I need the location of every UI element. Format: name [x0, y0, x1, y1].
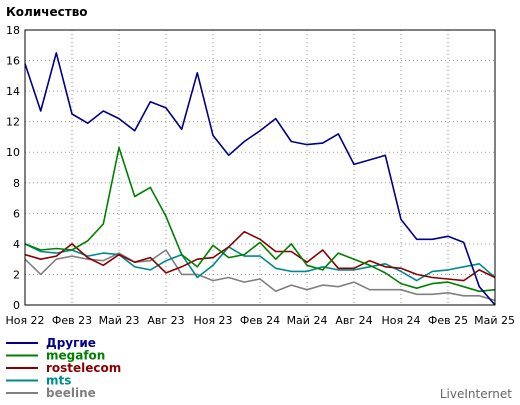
- grid-lines: [25, 30, 495, 305]
- plot-frame: [24, 29, 496, 306]
- x-tick-label: Фев 25: [428, 314, 468, 327]
- x-tick-label: Май 23: [99, 314, 140, 327]
- y-tick-label: 18: [6, 24, 20, 37]
- y-tick-label: 14: [6, 85, 20, 98]
- series-lines: [24, 52, 496, 306]
- x-tick-label: Ноя 23: [193, 314, 232, 327]
- x-tick-label: Фев 23: [52, 314, 92, 327]
- series-line-rostelecom: [24, 230, 496, 282]
- x-tick-label: Авг 24: [335, 314, 372, 327]
- y-axis-label: Количество: [6, 5, 88, 19]
- x-tick-label: Фев 24: [240, 314, 280, 327]
- y-tick-label: 6: [13, 207, 20, 220]
- y-tick-label: 4: [13, 238, 20, 251]
- x-tick-label: Май 25: [474, 314, 515, 327]
- x-tick-label: Авг 23: [147, 314, 184, 327]
- y-tick-label: 2: [13, 268, 20, 281]
- y-tick-label: 16: [6, 55, 20, 68]
- y-tick-label: 0: [13, 299, 20, 312]
- brand-label: LiveInternet: [440, 387, 512, 401]
- x-tick-label: Ноя 24: [381, 314, 420, 327]
- series-line-megafon: [24, 146, 496, 293]
- legend-label: megafon: [46, 349, 105, 363]
- legend-label: rostelecom: [46, 361, 121, 375]
- y-tick-label: 10: [6, 146, 20, 159]
- y-tick-label: 12: [6, 116, 20, 129]
- series-line-Другие: [24, 52, 496, 306]
- x-axis-ticks: Ноя 22 Фев 23 Май 23 Авг 23 Ноя 23 Фев 24 Май …: [5, 314, 515, 327]
- y-axis-ticks: 0 2 4 6 8 10 12 14 16 18: [6, 24, 20, 312]
- legend-label: beeline: [46, 386, 96, 400]
- x-tick-label: Ноя 22: [5, 314, 44, 327]
- x-tick-label: Май 24: [287, 314, 328, 327]
- series-line-mts: [24, 243, 496, 282]
- legend-label: Другие: [46, 336, 96, 350]
- y-tick-label: 8: [13, 177, 20, 190]
- legend-label: mts: [46, 374, 71, 388]
- series-line-beeline: [24, 249, 496, 302]
